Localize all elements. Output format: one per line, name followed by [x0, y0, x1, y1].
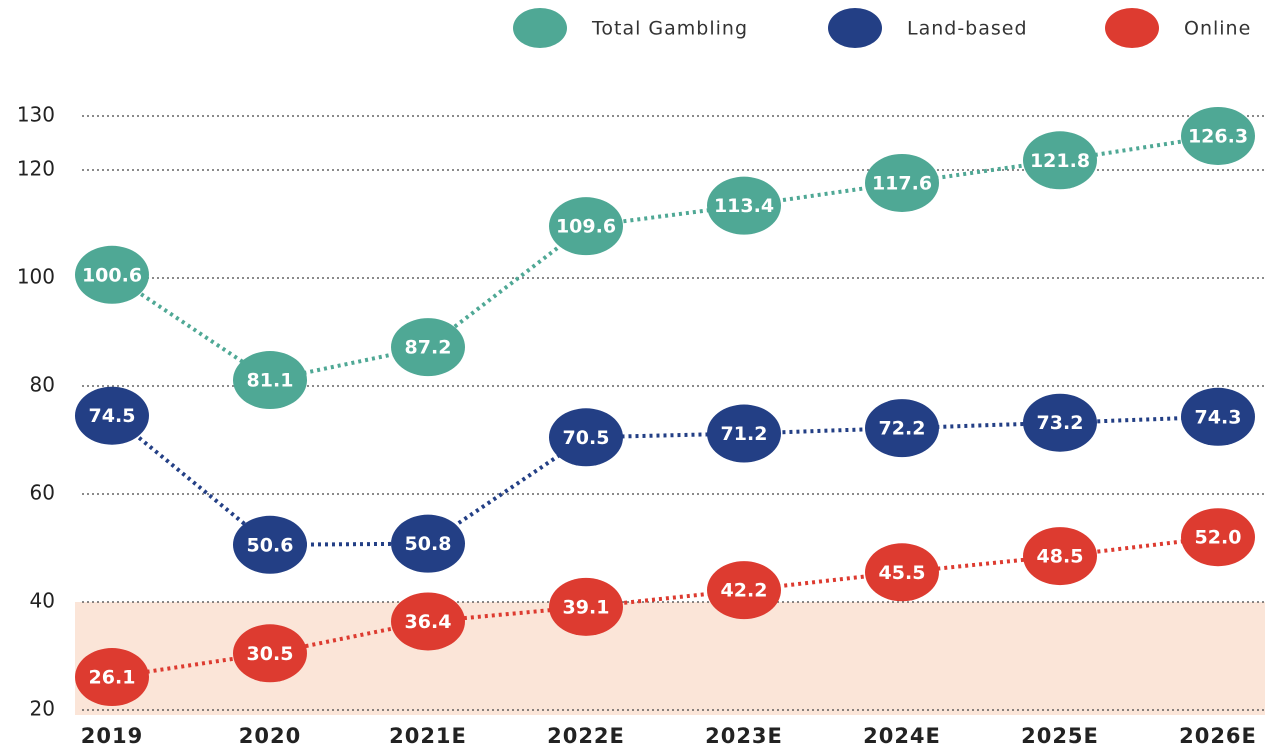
- value-label: 109.6: [556, 216, 616, 238]
- value-label: 117.6: [872, 172, 932, 194]
- value-label: 42.2: [721, 580, 768, 602]
- marker: [1023, 527, 1097, 586]
- legend-label: Online: [1184, 18, 1251, 40]
- x-tick-label: 2026E: [1179, 724, 1257, 748]
- marker: [233, 624, 307, 683]
- value-label: 50.6: [247, 534, 294, 556]
- marker: [233, 515, 307, 574]
- value-label: 39.1: [563, 596, 610, 618]
- marker: [391, 514, 465, 573]
- y-tick-label: 60: [30, 481, 55, 505]
- legend-swatch: [1105, 8, 1159, 48]
- value-label: 36.4: [405, 611, 452, 633]
- value-label: 45.5: [879, 562, 926, 584]
- value-label: 70.5: [563, 427, 610, 449]
- value-label: 81.1: [247, 370, 294, 392]
- marker: [1023, 393, 1097, 452]
- value-label: 50.8: [405, 533, 452, 555]
- y-tick-label: 80: [30, 373, 55, 397]
- marker: [865, 153, 939, 212]
- value-label: 52.0: [1195, 527, 1242, 549]
- y-tick-label: 20: [30, 697, 55, 721]
- x-tick-label: 2023E: [705, 724, 783, 748]
- legend-label: Total Gambling: [591, 18, 748, 40]
- series-line: [110, 414, 1219, 547]
- marker: [707, 176, 781, 235]
- marker: [75, 648, 149, 707]
- marker: [391, 592, 465, 651]
- marker: [865, 399, 939, 458]
- x-tick-label: 2021E: [389, 724, 467, 748]
- marker: [549, 577, 623, 636]
- value-label: 126.3: [1188, 125, 1248, 147]
- x-tick-label: 2024E: [863, 724, 941, 748]
- value-label: 113.4: [714, 195, 774, 217]
- legend-swatch: [513, 8, 567, 48]
- marker: [1181, 508, 1255, 567]
- value-label: 72.2: [879, 418, 926, 440]
- y-tick-label: 40: [30, 589, 55, 613]
- value-label: 74.3: [1195, 406, 1242, 428]
- value-label: 121.8: [1030, 150, 1090, 172]
- marker: [707, 404, 781, 463]
- value-label: 100.6: [82, 264, 142, 286]
- y-tick-label: 130: [17, 103, 55, 127]
- marker: [1023, 131, 1097, 190]
- x-tick-label: 2022E: [547, 724, 625, 748]
- marker: [549, 197, 623, 256]
- marker: [707, 561, 781, 620]
- marker: [1181, 387, 1255, 446]
- value-label: 48.5: [1037, 546, 1084, 568]
- legend-label: Land-based: [907, 18, 1028, 40]
- marker: [1181, 106, 1255, 165]
- value-label: 73.2: [1037, 412, 1084, 434]
- marker: [549, 408, 623, 467]
- value-label: 74.5: [89, 405, 136, 427]
- y-tick-label: 120: [17, 157, 55, 181]
- marker: [75, 386, 149, 445]
- x-tick-label: 2020: [239, 724, 301, 748]
- value-label: 30.5: [247, 643, 294, 665]
- value-label: 26.1: [89, 667, 136, 689]
- y-tick-label: 100: [17, 265, 55, 289]
- x-tick-label: 2019: [81, 724, 143, 748]
- marker: [865, 543, 939, 602]
- marker: [391, 318, 465, 377]
- legend-swatch: [828, 8, 882, 48]
- value-label: 71.2: [721, 423, 768, 445]
- value-label: 87.2: [405, 337, 452, 359]
- x-tick-label: 2025E: [1021, 724, 1099, 748]
- marker: [233, 351, 307, 410]
- marker: [75, 245, 149, 304]
